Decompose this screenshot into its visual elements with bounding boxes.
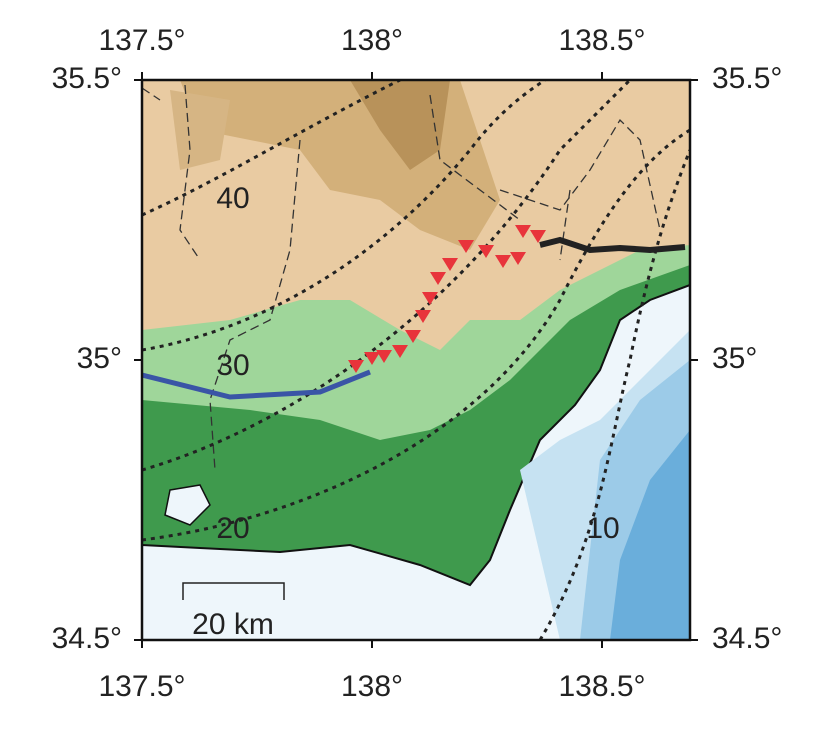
x-tick-label: 138.5°: [558, 670, 645, 703]
x-tick-label: 138.5°: [558, 24, 645, 57]
y-tick-label: 34.5°: [712, 622, 782, 655]
x-tick-label: 137.5°: [98, 24, 185, 57]
y-tick-label: 35°: [712, 342, 757, 375]
x-tick-label: 138°: [341, 670, 403, 703]
x-tick-label: 138°: [341, 24, 403, 57]
contour-label: 10: [586, 512, 619, 545]
contour-label: 40: [216, 182, 249, 215]
terrain: [142, 80, 690, 640]
contour-label: 30: [216, 349, 249, 382]
x-tick-label: 137.5°: [98, 670, 185, 703]
scale-bar: [182, 582, 285, 600]
y-tick-label: 35.5°: [712, 62, 782, 95]
y-tick-label: 35.5°: [52, 62, 122, 95]
scale-label: 20 km: [192, 608, 274, 641]
y-tick-label: 35°: [77, 342, 122, 375]
y-tick-label: 34.5°: [52, 622, 122, 655]
contour-label: 20: [216, 512, 249, 545]
